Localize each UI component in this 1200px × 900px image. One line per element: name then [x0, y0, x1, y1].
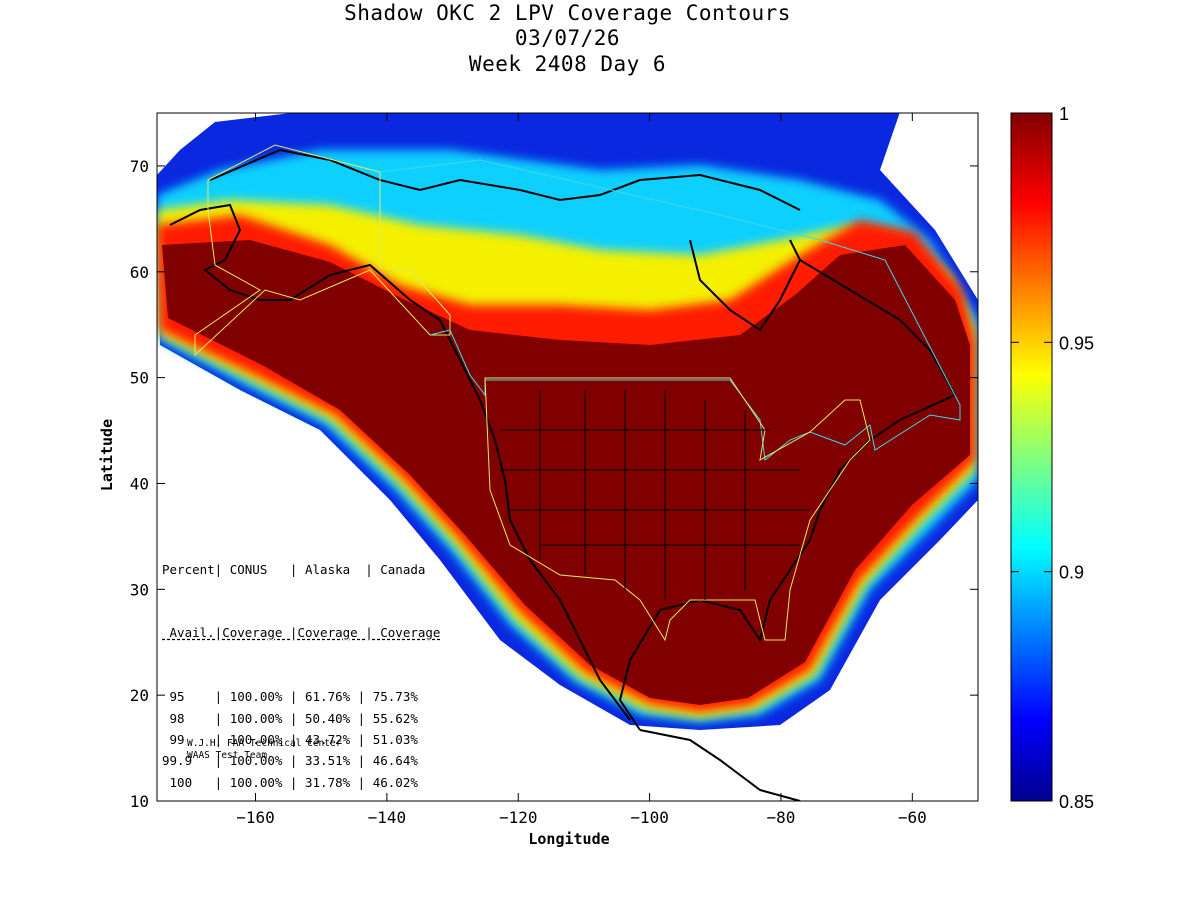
colorbar-tick-label: 1: [1059, 104, 1069, 124]
coverage-table-row: 99 | 100.00% | 43.72% | 51.03%: [162, 731, 418, 747]
y-axis-ticks: 10 20 30 40 50 60 70: [130, 157, 978, 811]
y-tick-label: 30: [130, 580, 149, 599]
west-coast: [479, 399, 631, 721]
colorbar-tick-label: 0.85: [1059, 792, 1094, 812]
coverage-table-row: 99.9 | 100.00% | 33.51% | 46.64%: [162, 753, 418, 769]
y-tick-label: 70: [130, 157, 149, 176]
y-tick-label: 40: [130, 474, 149, 493]
coverage-contours: [157, 113, 978, 730]
credit-line-2: WAAS Test Team: [187, 750, 268, 761]
plot-week-day: Week 2408 Day 6: [468, 52, 667, 76]
coverage-table: Percent| CONUS | Alaska | Canada Avail.|…: [162, 516, 440, 835]
colorbar-tick-label: 0.9: [1059, 563, 1084, 583]
conus-region-outline: [484, 377, 871, 642]
y-tick-label: 10: [130, 792, 149, 811]
canada-region-outline: [379, 159, 961, 461]
region-outlines: [194, 144, 961, 642]
coverage-table-row: 100 | 100.00% | 31.78% | 46.02%: [162, 774, 418, 790]
plot-frame: [156, 112, 979, 802]
y-tick-label: 50: [130, 369, 149, 388]
x-axis-label: Longitude: [528, 830, 609, 848]
x-tick-label: −160: [236, 808, 275, 827]
plot-title: Shadow OKC 2 LPV Coverage Contours: [344, 1, 791, 25]
x-tick-label: −100: [630, 808, 669, 827]
coverage-table-rows: 95 | 100.00% | 61.76% | 75.73% 98 | 100.…: [162, 686, 440, 792]
coastlines: [169, 148, 957, 801]
x-tick-label: −120: [499, 808, 538, 827]
colorbar-tick-label: 0.95: [1059, 333, 1094, 353]
x-tick-label: −60: [898, 808, 927, 827]
arctic-coast: [209, 148, 801, 211]
coverage-table-header-1: Percent| CONUS | Alaska | Canada: [162, 561, 426, 577]
x-tick-label: −80: [767, 808, 796, 827]
coverage-table-header-2: Avail.|Coverage |Coverage | Coverage: [162, 625, 441, 641]
central-america-coast: [639, 729, 801, 801]
coverage-band-darkred: [162, 240, 970, 705]
colorbar-ticks: 1 0.95 0.9 0.85: [1011, 104, 1094, 812]
y-tick-label: 20: [130, 686, 149, 705]
state-borders: [500, 390, 810, 600]
x-tick-label: −140: [368, 808, 407, 827]
credit-line-1: W.J.H. FAA Technical Center: [187, 738, 342, 749]
y-axis-label: Latitude: [98, 419, 116, 491]
x-axis-ticks: −160 −140 −120 −100 −80 −60: [236, 113, 927, 827]
y-tick-label: 60: [130, 263, 149, 282]
east-coast: [618, 259, 957, 731]
colorbar: [1010, 112, 1053, 802]
coverage-table-row: 95 | 100.00% | 61.76% | 75.73%: [162, 689, 418, 705]
plot-date: 03/07/26: [514, 26, 621, 50]
alaska-region-outline: [194, 144, 451, 357]
alaska-coast: [169, 203, 481, 401]
coverage-table-row: 98 | 100.00% | 50.40% | 55.62%: [162, 710, 418, 726]
